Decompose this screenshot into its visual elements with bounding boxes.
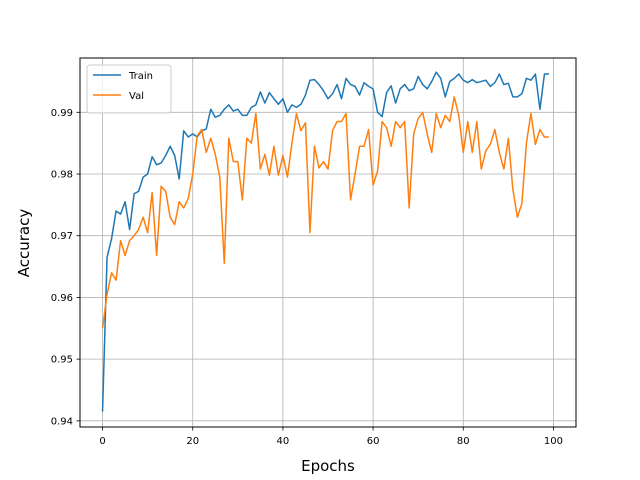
legend-label-val: Val (129, 91, 144, 102)
y-tick-label: 0.97 (51, 231, 73, 242)
series-line-train (101, 71, 549, 412)
x-tick-label: 40 (277, 436, 290, 447)
y-axis-title: Accuracy (15, 209, 33, 278)
x-tick-label: 0 (99, 436, 105, 447)
legend-label-train: Train (128, 71, 153, 82)
x-tick-label: 80 (457, 436, 470, 447)
y-tick-label: 0.96 (51, 293, 73, 304)
x-tick-label: 60 (367, 436, 380, 447)
grid-lines (80, 58, 576, 427)
x-tick-label: 100 (544, 436, 563, 447)
axis-ticks: 0 20 40 60 80 100 0.94 0.95 0.96 0.97 0.98 0.99 (51, 108, 563, 447)
y-tick-label: 0.95 (51, 355, 73, 366)
legend: Train Val (86, 64, 172, 114)
plot-area (80, 58, 576, 427)
legend-box (86, 64, 172, 114)
series-line-val (101, 96, 549, 329)
y-tick-label: 0.98 (51, 170, 73, 181)
x-axis-title: Epochs (301, 457, 355, 475)
y-tick-label: 0.94 (51, 416, 73, 427)
x-tick-label: 20 (186, 436, 199, 447)
y-tick-label: 0.99 (51, 108, 73, 119)
plot-frame (79, 57, 577, 428)
series-layer (101, 71, 549, 412)
